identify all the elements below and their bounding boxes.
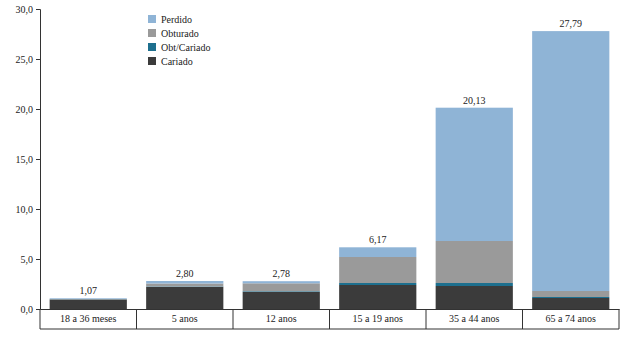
legend-label: Cariado xyxy=(161,56,193,67)
x-tick: 18 a 36 meses xyxy=(60,309,116,324)
total-label: 2,78 xyxy=(273,268,291,279)
bar-segment xyxy=(339,247,416,257)
y-tick-mark xyxy=(36,9,40,10)
legend-label: Obt/Cariado xyxy=(161,42,210,53)
x-tick-label: 35 a 44 anos xyxy=(449,313,499,324)
y-tick-label: 30,0 xyxy=(16,4,34,15)
y-tick: 15,0 xyxy=(16,154,41,165)
bar-segment xyxy=(532,298,609,309)
separator xyxy=(522,309,523,329)
x-tick-label: 18 a 36 meses xyxy=(60,313,116,324)
bar-segment xyxy=(50,300,127,310)
separator xyxy=(40,309,41,329)
y-tick: 0,0 xyxy=(21,304,41,315)
bar-segment xyxy=(436,283,513,286)
bar-segment xyxy=(339,285,416,309)
bar-segment xyxy=(339,257,416,283)
bar-segment xyxy=(532,31,609,291)
bar-segment xyxy=(50,299,127,300)
total-label: 1,07 xyxy=(80,285,98,296)
legend-label: Perdido xyxy=(161,14,192,25)
bar-segment xyxy=(243,283,320,291)
y-tick-mark xyxy=(36,309,40,310)
legend-item: Cariado xyxy=(148,56,193,67)
y-tick-mark xyxy=(36,209,40,210)
bar-segment xyxy=(532,297,609,298)
y-tick-mark xyxy=(36,109,40,110)
bar-segment xyxy=(146,284,223,287)
x-tick: 5 anos xyxy=(172,309,198,324)
legend-swatch xyxy=(148,29,156,37)
bar-segment xyxy=(436,241,513,283)
legend-item: Obt/Cariado xyxy=(148,42,210,53)
y-tick-label: 15,0 xyxy=(16,154,34,165)
bar-segment xyxy=(436,286,513,309)
total-label: 20,13 xyxy=(463,95,486,106)
chart: 0,0 5,0 10,0 15,0 20,0 25,0 30,0 18 a 36 meses 5… xyxy=(0,0,625,341)
x-tick: 15 a 19 anos xyxy=(353,309,403,324)
bar-segment xyxy=(243,292,320,309)
separator xyxy=(136,309,137,329)
x-tick: 35 a 44 anos xyxy=(449,309,499,324)
legend-swatch xyxy=(148,15,156,23)
separator xyxy=(426,309,427,329)
bar-segment xyxy=(243,281,320,283)
legend: Perdido Obturado Obt/Cariado Cariado xyxy=(148,14,210,67)
separator xyxy=(40,329,619,330)
legend-swatch xyxy=(148,43,156,51)
legend-item: Obturado xyxy=(148,28,199,39)
x-tick-label: 15 a 19 anos xyxy=(353,313,403,324)
y-tick: 5,0 xyxy=(21,254,41,265)
total-label: 6,17 xyxy=(369,234,387,245)
y-tick-label: 5,0 xyxy=(21,254,34,265)
legend-label: Obturado xyxy=(161,28,199,39)
y-axis: 0,0 5,0 10,0 15,0 20,0 25,0 30,0 xyxy=(16,4,41,315)
y-axis-line xyxy=(36,10,41,310)
y-tick-label: 20,0 xyxy=(16,104,34,115)
legend-item: Perdido xyxy=(148,14,192,25)
y-tick: 10,0 xyxy=(16,204,41,215)
bars xyxy=(50,31,610,309)
y-tick-label: 0,0 xyxy=(21,304,34,315)
separator xyxy=(329,309,330,329)
x-tick: 65 a 74 anos xyxy=(546,309,596,324)
y-tick-mark xyxy=(36,159,40,160)
bar-segment xyxy=(146,287,223,309)
y-tick: 30,0 xyxy=(16,4,41,15)
x-tick: 12 anos xyxy=(266,309,297,324)
bar-segment xyxy=(50,298,127,300)
y-tick-mark xyxy=(36,59,40,60)
y-tick: 20,0 xyxy=(16,104,41,115)
bar-segment xyxy=(50,299,127,300)
y-tick-mark xyxy=(36,259,40,260)
y-tick-label: 25,0 xyxy=(16,54,34,65)
total-labels: 1,07 2,80 2,78 6,17 20,13 27,79 xyxy=(80,18,583,296)
total-label: 2,80 xyxy=(176,268,194,279)
x-tick-label: 65 a 74 anos xyxy=(546,313,596,324)
category-separators xyxy=(40,309,619,329)
x-tick-label: 12 anos xyxy=(266,313,297,324)
plot: 0,0 5,0 10,0 15,0 20,0 25,0 30,0 18 a 36 meses 5… xyxy=(16,4,620,329)
separator xyxy=(619,309,620,329)
bar-segment xyxy=(146,281,223,284)
total-label: 27,79 xyxy=(560,18,583,29)
bar-segment xyxy=(339,283,416,285)
x-tick-label: 5 anos xyxy=(172,313,198,324)
y-tick-label: 10,0 xyxy=(16,204,34,215)
y-tick: 25,0 xyxy=(16,54,41,65)
legend-swatch xyxy=(148,57,156,65)
separator xyxy=(233,309,234,329)
bar-segment xyxy=(532,291,609,297)
bar-segment xyxy=(436,108,513,241)
